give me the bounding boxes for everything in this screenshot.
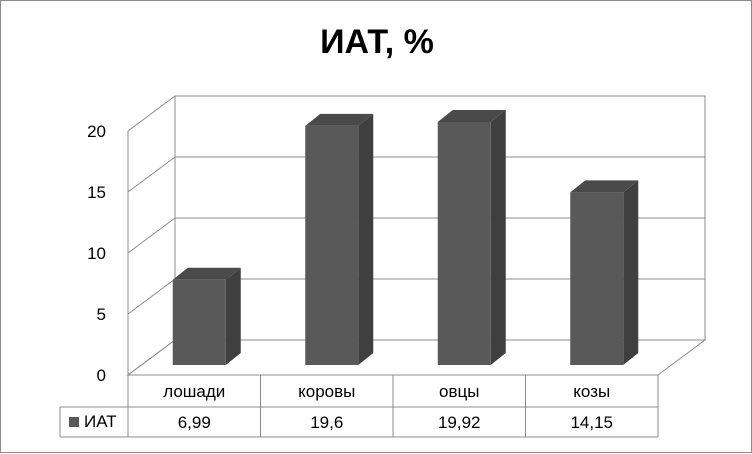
bar-side (225, 267, 241, 365)
category-label: лошади (163, 382, 225, 401)
value-label: 19,6 (310, 413, 343, 432)
bar-front (437, 121, 491, 365)
legend-key (69, 417, 79, 427)
series-name: ИАТ (84, 412, 117, 431)
y-tick-label: 15 (87, 183, 106, 202)
bar-top (305, 113, 374, 126)
bar-top (570, 180, 639, 193)
chart-title: ИАТ, % (320, 23, 434, 61)
bar-top (172, 267, 241, 280)
category-label: овцы (439, 382, 479, 401)
bar-front (570, 192, 624, 365)
bars (172, 109, 639, 365)
bar (172, 267, 241, 365)
gridline-side (127, 156, 176, 193)
value-label: 14,15 (570, 413, 613, 432)
y-axis-ticks: 0 5 10 15 20 (87, 122, 106, 385)
gridline-side (127, 339, 176, 376)
bar (570, 180, 639, 365)
bar-front (305, 125, 359, 365)
value-label: 6,99 (178, 413, 211, 432)
gridline-side (127, 217, 176, 254)
bar-top (437, 109, 506, 122)
y-tick-label: 10 (87, 244, 106, 263)
bar-front (172, 279, 226, 365)
y-tick-label: 20 (87, 122, 106, 141)
gridline-side (127, 95, 176, 132)
value-label: 19,92 (438, 413, 481, 432)
bar-side (490, 109, 506, 365)
y-tick-label: 5 (97, 305, 106, 324)
bar-side (358, 113, 374, 365)
category-label: козы (573, 382, 610, 401)
gridline-side (127, 278, 176, 315)
y-tick-label: 0 (97, 366, 106, 385)
bar-side (623, 180, 639, 365)
data-table: лошади 6,99 коровы 19,6 овцы 19,92 козы 14,15 ИА… (59, 374, 659, 438)
category-label: коровы (298, 382, 355, 401)
bar (437, 109, 506, 365)
bar (305, 113, 374, 365)
